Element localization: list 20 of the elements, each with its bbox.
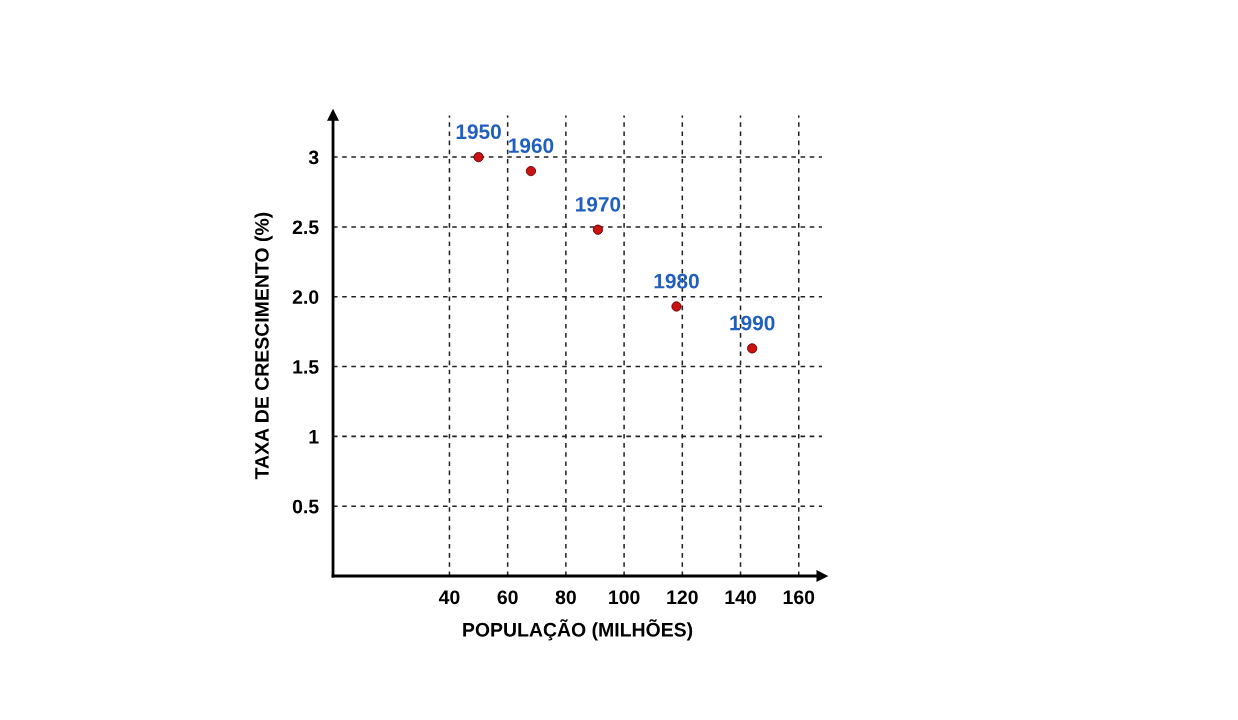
y-axis-title: TAXA DE CRESCIMENTO (%) (254, 212, 273, 480)
y-tick-label: 2.0 (292, 290, 319, 304)
x-tick-label: 80 (555, 590, 576, 605)
annotation: 1970 (576, 196, 621, 212)
annotation: 1960 (509, 138, 554, 154)
x-tick-label: 60 (497, 590, 518, 605)
y-tick-label: 0.5 (292, 499, 319, 514)
x-tick-label: 120 (667, 590, 698, 605)
x-tick-label: 40 (438, 590, 460, 605)
annotation: 1990 (730, 315, 775, 331)
x-tick-label: 100 (609, 590, 640, 605)
y-tick-label: 3 (308, 150, 319, 165)
annotation: 1950 (456, 124, 501, 140)
annotation: 1980 (654, 273, 699, 289)
x-tick-label: 160 (783, 590, 815, 605)
y-tick-label: 1.5 (293, 360, 319, 374)
y-tick-label: 1 (309, 430, 319, 444)
x-tick-label: 140 (725, 590, 756, 605)
y-tick-label: 2.5 (292, 220, 319, 235)
x-axis-title: POPULAÇÃO (MILHÕES) (463, 619, 693, 641)
